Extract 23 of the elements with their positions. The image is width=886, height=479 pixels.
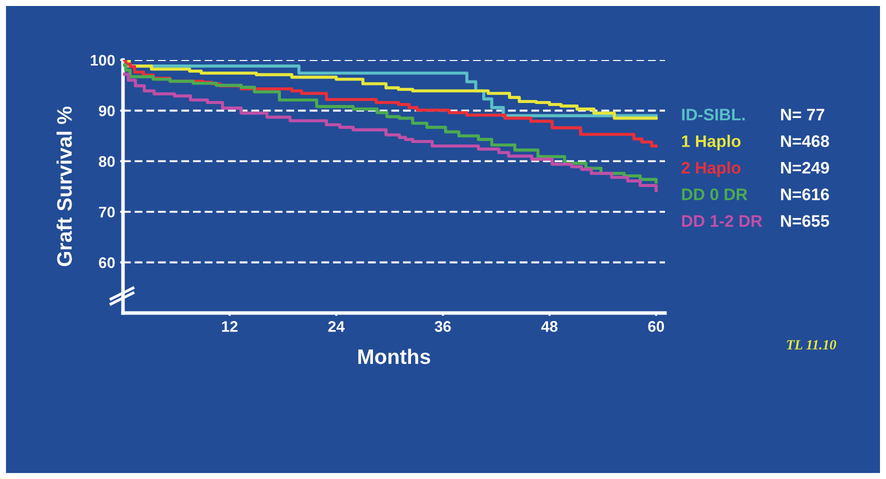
x-axis-title: Months bbox=[358, 348, 430, 364]
text: N= 77 bbox=[781, 108, 824, 120]
x-tick-label: 36 bbox=[434, 321, 451, 332]
x-tick-label: 60 bbox=[648, 321, 664, 332]
series-label: 1 Haplo bbox=[682, 134, 741, 150]
y-tick-label: 100 bbox=[90, 54, 115, 66]
y-axis-title: Graft Survival % bbox=[56, 106, 72, 266]
y-tick-label: 60 bbox=[98, 257, 115, 268]
series-label: ID-SIBL. bbox=[682, 108, 745, 120]
x-tick-label: 48 bbox=[541, 321, 558, 332]
text: DD 1-2 DR bbox=[682, 215, 762, 227]
text: N=655 bbox=[781, 215, 830, 227]
text: N=249 bbox=[781, 162, 829, 174]
y-tick-label: 70 bbox=[99, 206, 115, 218]
text: TL 11.10 bbox=[787, 340, 836, 350]
x-tick-label: 12 bbox=[222, 321, 238, 332]
y-tick-label: 90 bbox=[98, 105, 115, 116]
text: N=468 bbox=[781, 135, 830, 148]
text: N=616 bbox=[781, 188, 829, 200]
x-tick-label: 24 bbox=[328, 321, 345, 332]
series-label: DD 0 DR bbox=[682, 188, 748, 200]
y-tick-label: 80 bbox=[98, 156, 115, 167]
series-label: 2 Haplo bbox=[682, 161, 741, 177]
